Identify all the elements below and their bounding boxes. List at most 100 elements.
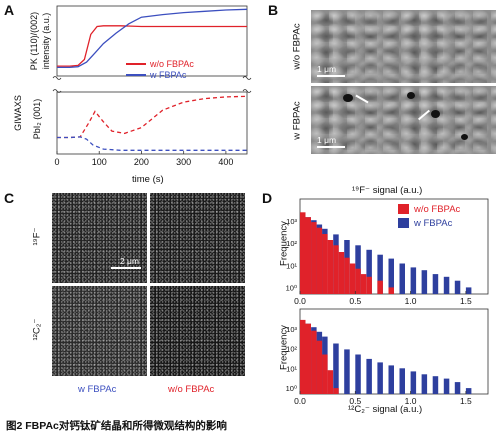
panel-a-ylabel-gi: GIWAXS xyxy=(13,95,23,131)
scale-bar-bottom xyxy=(317,146,345,148)
panel-d-chart: 10³ 10² 10¹ 10⁰ 10³ 10² 10¹ 10⁰ 0.0 0.5 1.0 1.5 0.0 0… xyxy=(286,198,489,406)
panel-c-row-top: ¹⁹F⁻ xyxy=(31,227,43,246)
panel-a-top-frame xyxy=(56,5,248,77)
histogram-bar xyxy=(421,270,428,294)
y-tick-label: 10² xyxy=(286,345,297,354)
x-tick-label: 400 xyxy=(218,157,233,167)
series-line-a-bottom-1 xyxy=(57,136,247,151)
histogram-bar xyxy=(349,263,356,294)
panel-a-series xyxy=(57,8,248,151)
histogram-bar xyxy=(327,370,334,394)
panel-d-top-bars xyxy=(300,212,472,294)
arrow-marker xyxy=(355,94,369,104)
x-tick-label: 0.5 xyxy=(349,396,361,406)
histogram-bar xyxy=(344,257,350,294)
void-spot xyxy=(343,94,353,102)
legend-line-wo xyxy=(126,62,146,65)
x-tick-label: 0 xyxy=(54,157,59,167)
histogram-bar xyxy=(344,349,350,394)
histogram-bar xyxy=(377,254,383,294)
x-tick-label: 0.0 xyxy=(294,396,306,406)
histogram-bar xyxy=(432,376,439,394)
histogram-bar xyxy=(454,382,461,394)
panel-a-ylabel-top: PK (110)/(002) xyxy=(29,11,39,71)
y-tick-label: 10⁰ xyxy=(286,384,297,393)
x-tick-label: 1.0 xyxy=(405,296,417,306)
panel-d-legend: w/o FBPAc w FBPAc xyxy=(398,202,460,230)
series-line-a-top-1 xyxy=(57,8,248,69)
panel-a-ylabel-intensity: intensity (a.u.) xyxy=(41,12,51,70)
legend-label-wo: w/o FBPAc xyxy=(150,58,194,69)
histogram-bar xyxy=(360,274,367,294)
y-tick-label: 10¹ xyxy=(286,261,297,270)
y-tick-label: 10² xyxy=(286,239,297,248)
panel-a-legend: w/o FBPAc w FBPAc xyxy=(126,58,194,80)
x-tick-label: 100 xyxy=(92,157,107,167)
sem-image-without: 1 μm xyxy=(311,10,496,83)
panel-d-ylabel-bottom: Frequency xyxy=(278,325,290,370)
histogram-bar xyxy=(355,268,361,294)
panel-c-col-left: w FBPAc xyxy=(78,384,117,395)
axis-break-marks xyxy=(52,76,252,93)
histogram-bar xyxy=(305,217,311,294)
legend-swatch-wo xyxy=(398,204,409,214)
histogram-bar xyxy=(311,222,317,294)
legend-line-w xyxy=(126,73,146,76)
series-line-a-bottom-0 xyxy=(57,95,248,139)
histogram-bar xyxy=(388,365,394,394)
scale-label-c: 2 μm xyxy=(119,256,139,266)
histogram-bar xyxy=(316,340,323,394)
panel-a-letter: A xyxy=(4,2,15,18)
panel-b-label-top: w/o FBPAc xyxy=(291,23,303,70)
histogram-bar xyxy=(338,252,345,294)
legend-d-label-w: w FBPAc xyxy=(414,217,453,229)
panel-a-chart: 0 100 200 300 400 xyxy=(52,5,252,167)
histogram-bar xyxy=(443,276,450,294)
histogram-bar xyxy=(355,354,361,394)
tof-map-f-with: 2 μm xyxy=(52,193,147,283)
panel-a-ylabel-pbi: PbI₂ (001) xyxy=(32,98,42,140)
x-tick-label: 1.0 xyxy=(405,396,417,406)
y-tick-label: 10³ xyxy=(286,217,297,226)
histogram-bar xyxy=(300,212,306,294)
histogram-bar xyxy=(366,249,372,294)
panel-c-col-right: w/o FBPAc xyxy=(168,384,215,395)
histogram-bar xyxy=(377,280,383,294)
histogram-bar xyxy=(454,280,461,294)
panel-b-label-bottom: w FBPAc xyxy=(291,101,303,140)
histogram-bar xyxy=(465,287,472,294)
histogram-bar xyxy=(333,343,339,394)
x-tick-label: 300 xyxy=(176,157,191,167)
histogram-bar xyxy=(300,319,306,394)
histogram-bar xyxy=(305,323,311,394)
arrow-marker xyxy=(417,109,431,121)
panel-d-bottom-xlabel: ¹²C₂⁻ signal (a.u.) xyxy=(348,404,423,415)
panel-a-xlabel: time (s) xyxy=(132,174,164,185)
panel-d-bottom-bars xyxy=(300,319,472,394)
y-tick-label: 10⁰ xyxy=(286,283,297,292)
x-tick-label: 1.5 xyxy=(460,296,472,306)
legend-d-label-wo: w/o FBPAc xyxy=(414,203,461,215)
x-tick-label: 1.5 xyxy=(460,396,472,406)
panel-d-ticks: 10³ 10² 10¹ 10⁰ 10³ 10² 10¹ 10⁰ 0.0 0.5 1.0 1.5 0.0 0… xyxy=(286,217,472,406)
histogram-bar xyxy=(322,354,328,394)
histogram-bar xyxy=(410,371,417,394)
tof-map-c2-with xyxy=(52,286,147,376)
void-spot xyxy=(461,134,468,140)
x-tick-label: 200 xyxy=(134,157,149,167)
tof-map-f-without xyxy=(150,193,245,283)
void-spot xyxy=(407,92,415,99)
histogram-bar xyxy=(322,234,328,294)
histogram-bar xyxy=(366,276,372,294)
x-tick-label: 0.0 xyxy=(294,296,306,306)
y-tick-label: 10³ xyxy=(286,325,297,334)
void-spot xyxy=(431,110,440,118)
histogram-bar xyxy=(333,245,339,294)
panel-c-row-bottom: ¹²C₂⁻ xyxy=(31,318,43,341)
histogram-bar xyxy=(399,368,405,394)
scale-label-top: 1 μm xyxy=(317,64,337,74)
legend-label-w: w FBPAc xyxy=(150,69,187,80)
figure-caption: 图2 FBPAc对钙钛矿结晶和所得微观结构的影响 xyxy=(6,420,227,432)
panel-a-bottom-frame xyxy=(56,91,248,155)
histogram-bar xyxy=(421,374,428,394)
